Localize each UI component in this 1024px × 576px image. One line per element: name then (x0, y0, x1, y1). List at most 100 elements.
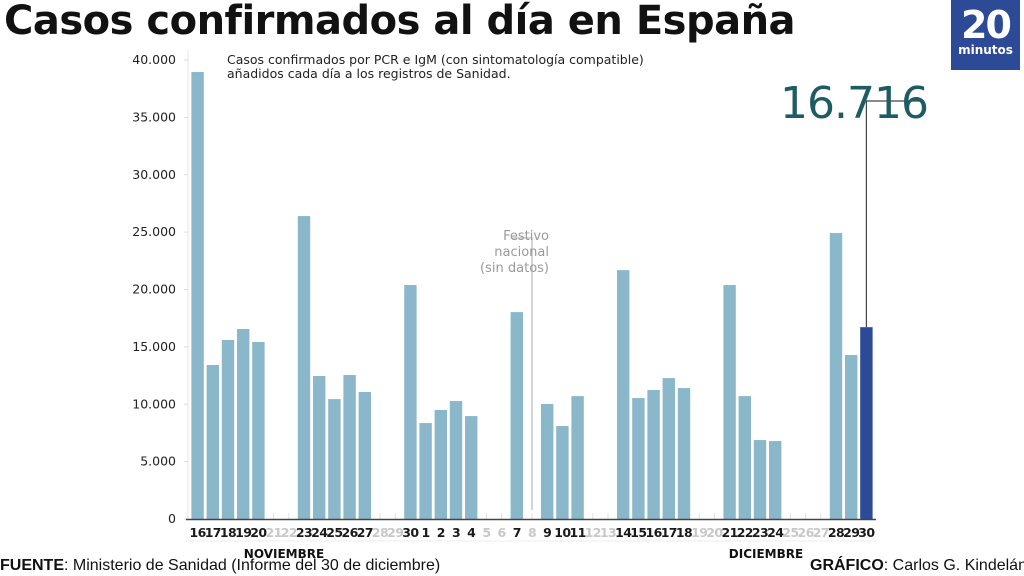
holiday-annotation-line: (sin datos) (480, 261, 549, 276)
bar (404, 285, 417, 519)
holiday-annotation-line: Festivo (503, 229, 549, 244)
x-tick-label: 29 (843, 525, 859, 540)
x-tick-label: 21 (721, 525, 737, 540)
bar (449, 401, 463, 519)
x-tick-label: 22 (737, 525, 753, 540)
brand-logo[interactable]: 20 minutos (951, 0, 1020, 70)
x-tick-label: 6 (498, 525, 507, 540)
x-tick-label: 14 (615, 525, 632, 540)
holiday-annotation-line: nacional (494, 245, 549, 260)
annotations (512, 100, 922, 510)
bar (221, 339, 235, 519)
source-text: : Ministerio de Sanidad (Informe del 30 … (64, 557, 441, 574)
x-tick-label: 25 (326, 525, 342, 540)
bar (465, 416, 478, 519)
month-label: NOVIEMBRE (244, 547, 324, 561)
source-note: FUENTE: Ministerio de Sanidad (Informe d… (0, 557, 440, 575)
holiday-leader-line (512, 237, 533, 510)
x-tick-label: 16 (189, 525, 206, 540)
subtitle-line: añadidos cada día a los registros de San… (227, 66, 511, 81)
x-tick-label: 1 (422, 525, 430, 540)
x-tick-label: 15 (630, 525, 646, 540)
bar (206, 365, 219, 519)
x-tick-label: 30 (402, 525, 419, 540)
x-tick-label: 24 (767, 525, 784, 540)
y-tick-label: 5.000 (140, 454, 176, 469)
bar (313, 376, 326, 519)
x-tick-label: 8 (528, 525, 536, 540)
y-tick-label: 30.000 (132, 167, 176, 182)
x-tick-label: 30 (858, 525, 875, 540)
x-tick-label: 20 (250, 525, 267, 540)
bar (434, 409, 447, 519)
highlight-value-label: 16.716 (780, 78, 929, 129)
bar (769, 441, 782, 519)
x-tick-label: 23 (296, 525, 312, 540)
bars (186, 72, 876, 542)
bar (252, 341, 265, 519)
chart-subtitle: Casos confirmados por PCR e IgM (con sin… (227, 53, 644, 81)
x-tick-label: 13 (600, 525, 616, 540)
bar (845, 355, 858, 519)
y-tick-label: 20.000 (132, 282, 176, 297)
y-tick-label: 25.000 (132, 224, 176, 239)
x-tick-label: 18 (676, 525, 692, 540)
x-tick-label: 26 (341, 525, 358, 540)
x-tick-label: 23 (752, 525, 768, 540)
bar (343, 374, 356, 519)
y-tick-label: 35.000 (132, 109, 176, 124)
x-tick-label: 22 (281, 525, 297, 540)
bar (738, 396, 751, 519)
x-tick-label: 29 (387, 525, 403, 540)
chart-title: Casos confirmados al día en España (4, 0, 796, 44)
credit-note: GRÁFICO: Carlos G. Kindelán (810, 557, 1024, 575)
source-label: FUENTE (0, 557, 64, 574)
bar (632, 398, 645, 519)
x-tick-label: 4 (467, 525, 476, 540)
x-tick-label: 17 (205, 525, 221, 540)
x-tick-label: 3 (452, 525, 460, 540)
bar (541, 404, 554, 519)
bar (237, 328, 250, 519)
bar (662, 378, 675, 519)
bar (723, 285, 736, 519)
bar (571, 396, 584, 519)
bar (358, 391, 371, 519)
x-tick-label: 19 (235, 525, 251, 540)
bar (829, 233, 843, 519)
logo-text: minutos (958, 43, 1013, 57)
bar (297, 216, 311, 519)
bar (753, 440, 767, 519)
bar (556, 426, 569, 519)
x-tick-label: 10 (554, 525, 571, 540)
y-tick-label: 40.000 (132, 52, 176, 67)
x-tick-label: 28 (828, 525, 844, 540)
highlight-leader-line (865, 100, 922, 328)
bar (510, 312, 523, 519)
x-tick-label: 20 (706, 525, 723, 540)
x-tick-label: 5 (482, 525, 490, 540)
highlight-bar (860, 327, 873, 519)
subtitle-line: Casos confirmados por PCR e IgM (con sin… (227, 52, 644, 67)
x-tick-label: 7 (513, 525, 521, 540)
holiday-annotation: Festivo nacional (sin datos) (459, 229, 549, 277)
x-tick-label: 24 (311, 525, 328, 540)
x-tick-label: 18 (220, 525, 236, 540)
y-tick-label: 15.000 (132, 339, 176, 354)
x-tick-label: 28 (372, 525, 388, 540)
bar (617, 270, 630, 519)
x-tick-label: 27 (813, 525, 829, 540)
bar (419, 423, 432, 519)
x-tick-label: 11 (569, 525, 585, 540)
x-tick-label: 2 (437, 525, 445, 540)
bar (647, 390, 660, 519)
x-tick-label: 17 (661, 525, 677, 540)
x-tick-label: 19 (691, 525, 707, 540)
x-tick-label: 12 (585, 525, 601, 540)
bar (191, 72, 204, 519)
credit-label: GRÁFICO (810, 557, 884, 574)
x-tick-label: 16 (645, 525, 662, 540)
x-tick-label: 21 (265, 525, 281, 540)
